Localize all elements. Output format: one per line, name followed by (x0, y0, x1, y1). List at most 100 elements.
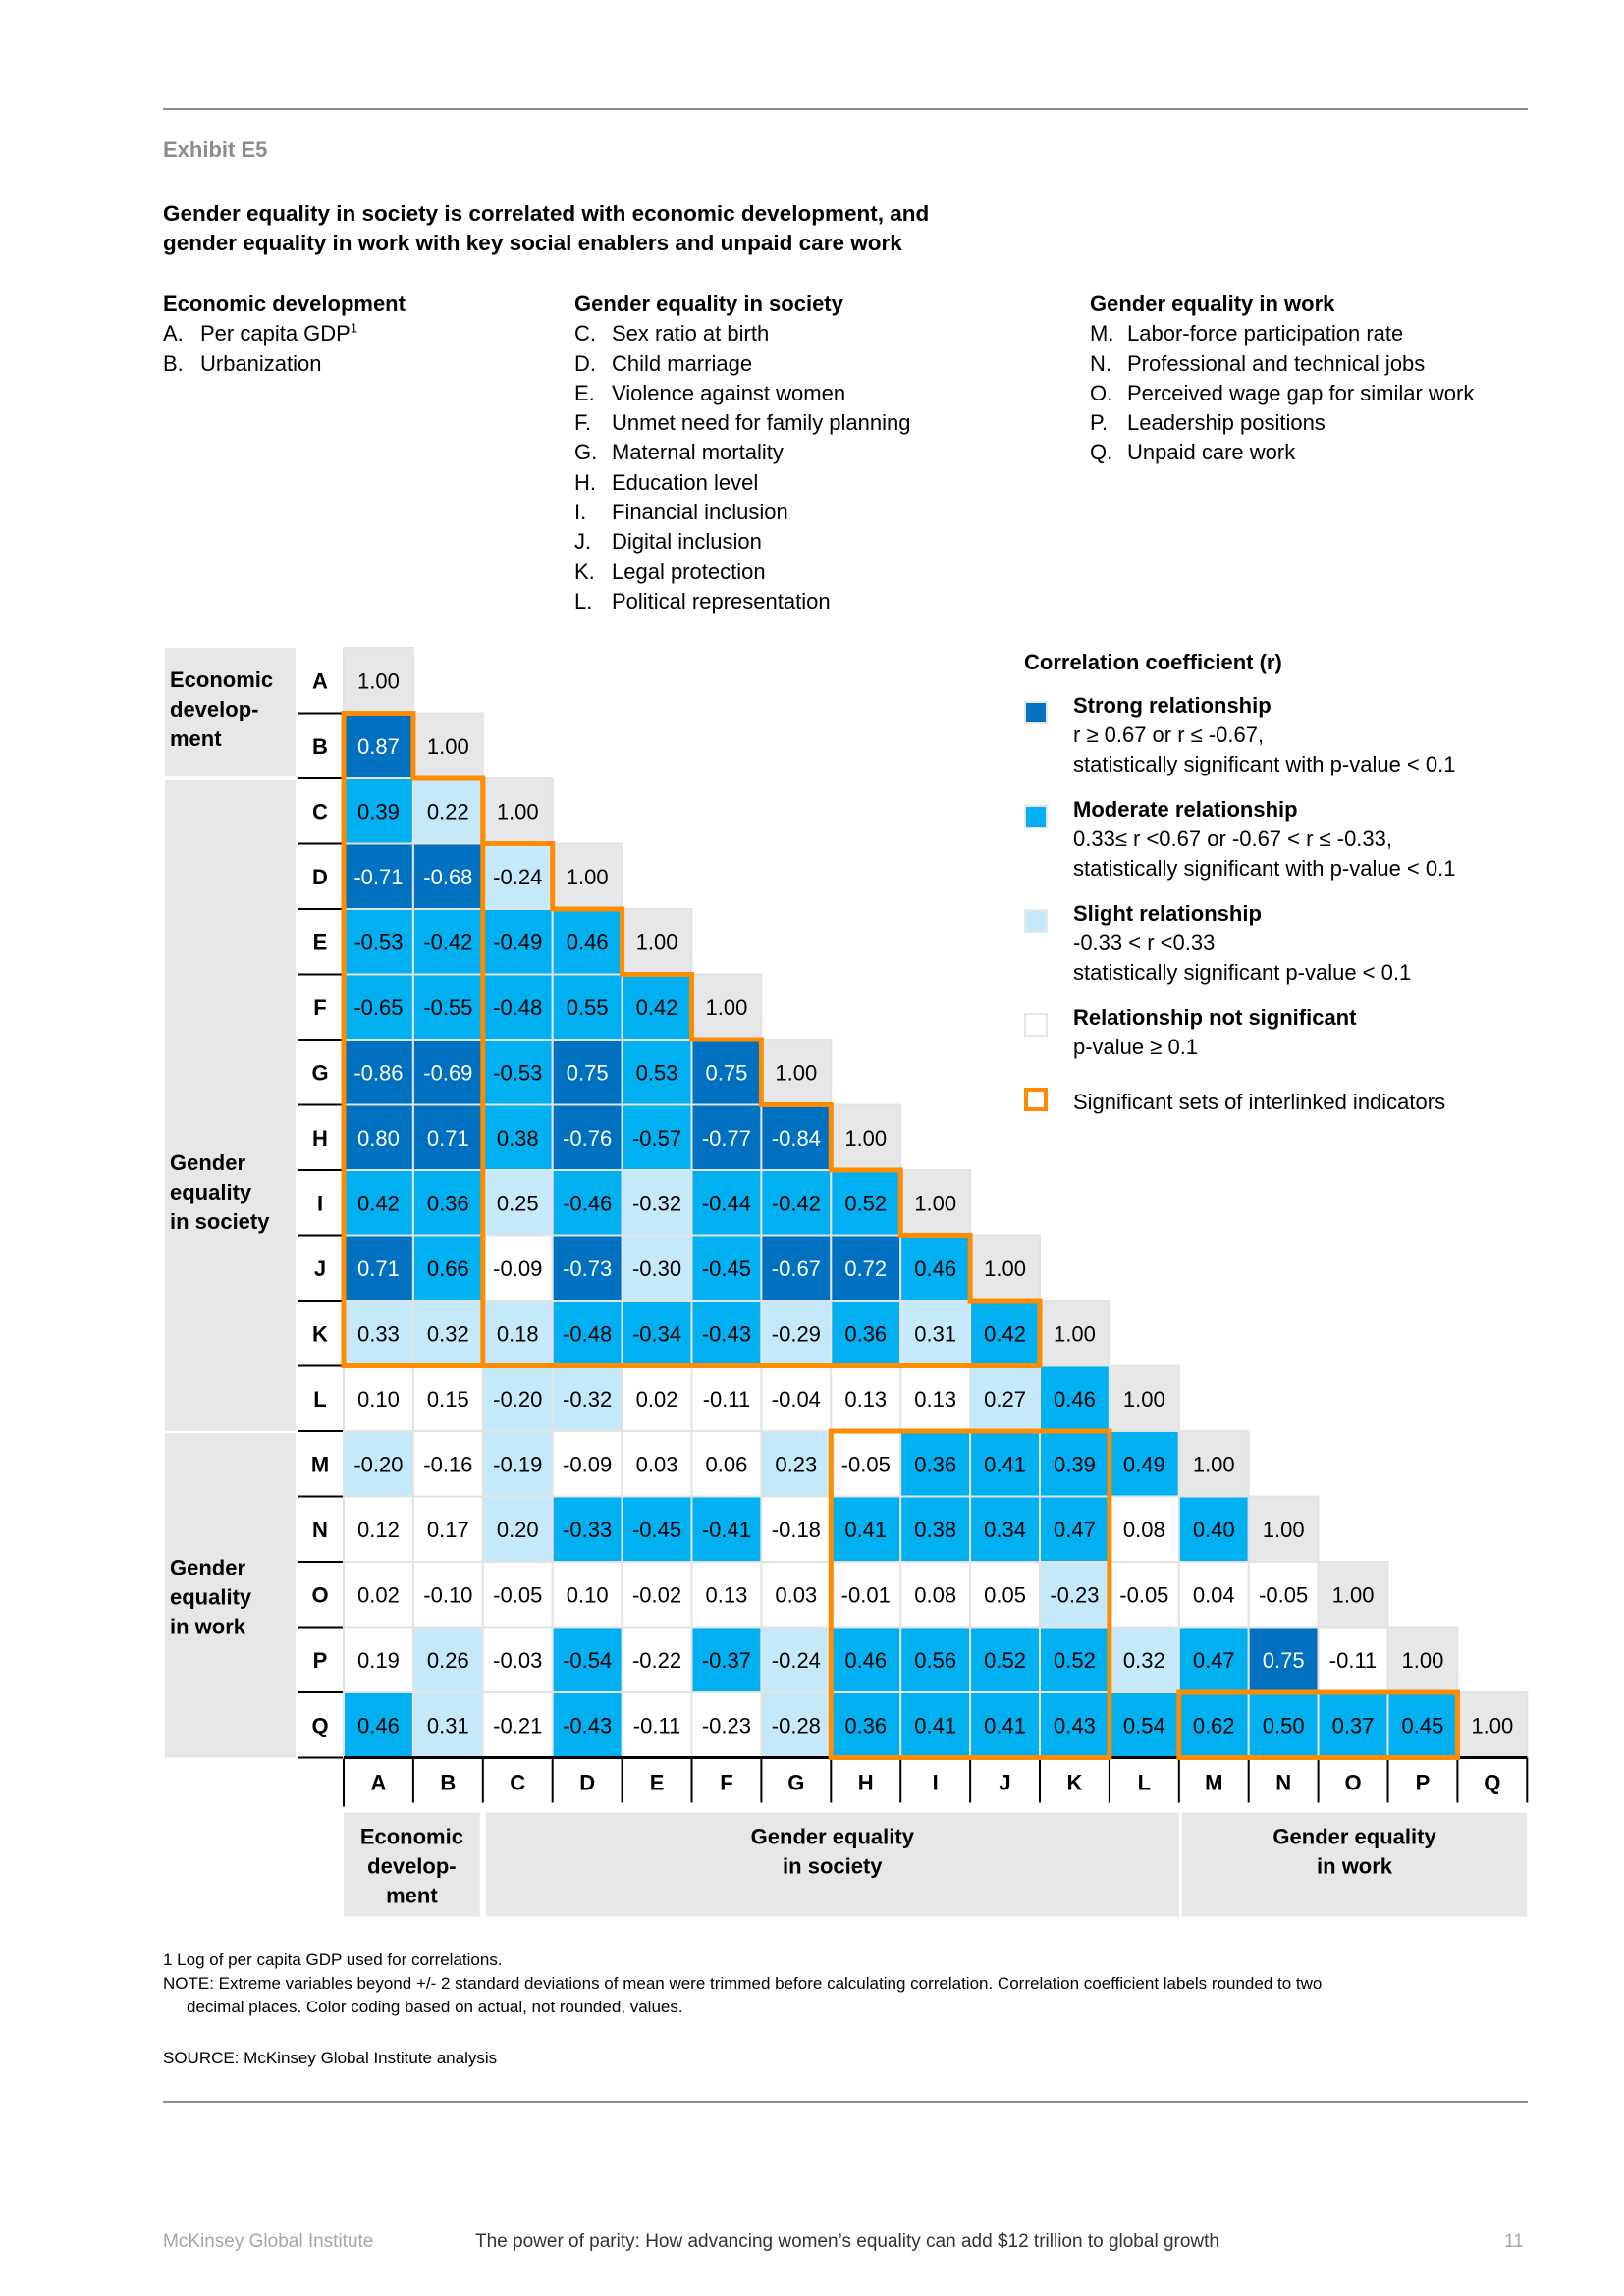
row-label: I (317, 1191, 323, 1215)
matrix-cell (343, 1364, 414, 1432)
matrix-cell (899, 1495, 972, 1563)
matrix-cell (411, 1561, 484, 1629)
cell-value: 0.36 (844, 1321, 887, 1346)
cell-value: 1.00 (1402, 1648, 1444, 1673)
matrix-cell (481, 1430, 554, 1498)
matrix-cell (621, 1691, 693, 1759)
cell-value: -0.53 (493, 1060, 542, 1085)
cell-value: 1.00 (984, 1256, 1026, 1281)
cell-value: 0.41 (844, 1518, 887, 1542)
cell-value: 0.55 (567, 995, 609, 1020)
cell-value: -0.32 (632, 1191, 681, 1215)
column-label: L (1138, 1771, 1151, 1795)
matrix-cell (899, 1561, 972, 1629)
indicator-item: L. Political representation (574, 588, 831, 614)
cell-value: 1.00 (567, 865, 609, 889)
cell-value: 0.27 (984, 1387, 1026, 1412)
cell-value: 0.52 (1054, 1648, 1096, 1673)
column-label: E (650, 1771, 665, 1795)
cell-value: 0.52 (844, 1191, 887, 1215)
cell-value: -0.30 (632, 1256, 681, 1281)
indicator-item: P. Leadership positions (1090, 410, 1326, 436)
cell-value: 0.36 (844, 1713, 887, 1737)
indicator-item: H. Education level (574, 469, 759, 495)
matrix-cell (1456, 1691, 1529, 1759)
matrix-cell (343, 1626, 414, 1693)
matrix-cell (690, 1300, 763, 1367)
bottom-rule (163, 2101, 1528, 2103)
column-label: C (510, 1771, 525, 1795)
matrix-cell (343, 1430, 414, 1498)
cell-value: 0.32 (427, 1321, 469, 1346)
cell-value: 0.42 (357, 1191, 400, 1215)
note-line-2: decimal places. Color coding based on ac… (187, 1998, 683, 2016)
row-group-label: Gender equality in work (170, 1555, 252, 1638)
matrix-cell (343, 1691, 414, 1759)
cell-value: -0.02 (632, 1582, 681, 1607)
row-label: O (311, 1582, 328, 1607)
cell-value: 1.00 (636, 930, 678, 954)
matrix-cell (1039, 1364, 1110, 1432)
cell-value: 0.80 (357, 1126, 400, 1150)
cell-value: 0.31 (427, 1713, 469, 1737)
cell-value: -0.09 (563, 1452, 612, 1476)
matrix-cell (760, 1039, 833, 1106)
cell-value: -0.20 (493, 1387, 542, 1412)
matrix-cell (343, 908, 414, 976)
row-label: C (312, 799, 328, 824)
matrix-cell (621, 1300, 693, 1367)
cell-value: -0.10 (423, 1582, 472, 1607)
cell-value: 0.39 (1054, 1452, 1096, 1476)
indicator-group-economic: Economic development A. Per capita GDP1 B… (163, 290, 406, 379)
cell-value: -0.32 (563, 1387, 612, 1412)
cell-value: 0.31 (914, 1321, 956, 1346)
row-group-box (165, 1433, 296, 1758)
matrix-cell (969, 1561, 1041, 1629)
column-label: M (1205, 1771, 1222, 1795)
matrix-cell (760, 1691, 833, 1759)
cell-value: 0.45 (1402, 1713, 1444, 1737)
footer-page-number: 11 (1504, 2231, 1524, 2252)
matrix-cell (551, 1691, 623, 1759)
cell-value: 0.02 (636, 1387, 678, 1412)
cell-value: 1.00 (357, 668, 400, 693)
cell-value: -0.05 (1119, 1582, 1168, 1607)
matrix-cell (411, 1691, 484, 1759)
matrix-cell (830, 1626, 902, 1693)
indicator-group-society: Gender equality in society C. Sex ratio a… (574, 290, 911, 616)
indicator-item: N. Professional and technical jobs (1090, 350, 1426, 376)
indicator-item: A. Per capita GDP1 (163, 320, 358, 347)
matrix-cell (760, 1103, 833, 1171)
indicator-item: D. Child marriage (574, 350, 753, 376)
cell-value: -0.23 (1050, 1582, 1099, 1607)
legend-strong: Strong relationship r ≥ 0.67 or r ≤ -0.6… (1024, 691, 1455, 779)
cell-value: -0.84 (772, 1126, 821, 1150)
matrix-cell (1386, 1691, 1459, 1759)
cell-value: 0.37 (1332, 1713, 1375, 1737)
cell-value: -0.24 (772, 1648, 821, 1673)
cell-value: 0.36 (427, 1191, 469, 1215)
note-line-1: NOTE: Extreme variables beyond +/- 2 sta… (163, 1974, 1323, 1993)
cell-value: 0.42 (984, 1321, 1026, 1346)
cell-value: 0.15 (427, 1387, 469, 1412)
legend-swatch-moderate (1024, 805, 1048, 828)
cell-value: 0.23 (775, 1452, 817, 1476)
cell-value: 0.87 (357, 734, 400, 759)
cell-value: -0.28 (772, 1713, 821, 1737)
matrix-cell (621, 1364, 693, 1432)
matrix-cell (411, 712, 484, 779)
matrix-cell (969, 1691, 1041, 1759)
cell-value: 0.32 (1123, 1648, 1165, 1673)
matrix-cell (343, 1561, 414, 1629)
legend-title: Correlation coefficient (r) (1024, 650, 1282, 674)
title-line-2: gender equality in work with key social … (163, 231, 902, 255)
cell-value: 0.10 (567, 1582, 609, 1607)
matrix-cell (1317, 1561, 1389, 1629)
column-label: N (1275, 1771, 1291, 1795)
legend-interlinked: Significant sets of interlinked indicato… (1024, 1088, 1455, 1117)
row-label: F (313, 995, 326, 1020)
cell-value: 0.10 (357, 1387, 400, 1412)
cell-value: 0.02 (357, 1582, 400, 1607)
cell-value: -0.19 (493, 1452, 542, 1476)
cell-value: 0.13 (706, 1582, 748, 1607)
